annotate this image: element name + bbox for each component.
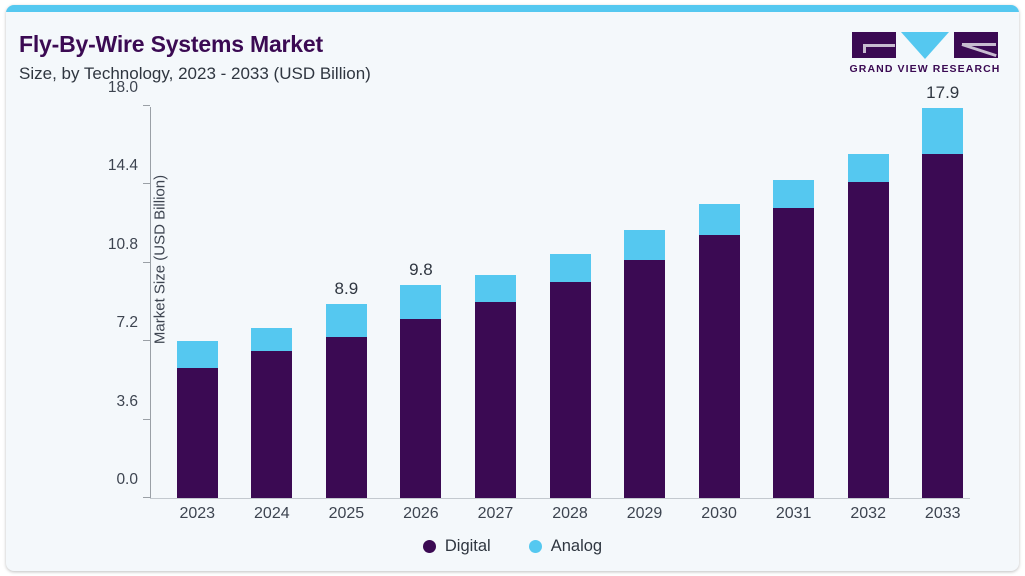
- y-axis-tick-label: 0.0: [116, 471, 138, 488]
- y-axis-tick-label: 14.4: [107, 157, 138, 175]
- bar-segment-analog[interactable]: [474, 274, 516, 302]
- bar-group[interactable]: [698, 204, 740, 498]
- bar-segment-analog[interactable]: [176, 341, 218, 369]
- logo-mark: [849, 29, 1001, 61]
- x-axis-line: [150, 498, 970, 499]
- bar-segment-analog[interactable]: [922, 108, 964, 154]
- y-axis-tick: [143, 497, 150, 498]
- bar-value-label: 17.9: [926, 83, 960, 103]
- bar-segment-digital[interactable]: [624, 259, 666, 498]
- logo-letter-v-icon: [901, 32, 949, 59]
- x-axis-tick-label: 2030: [701, 505, 737, 522]
- y-axis-title: Market Size (USD Billion): [151, 174, 169, 345]
- x-axis-tick-label: 2025: [328, 505, 365, 522]
- bar-group[interactable]: [847, 153, 889, 498]
- grand-view-research-logo: GRAND VIEW RESEARCH: [849, 29, 1001, 81]
- y-axis-tick: [143, 261, 150, 263]
- y-axis-tick: [143, 340, 150, 342]
- bar-value-label: 9.8: [409, 259, 433, 279]
- bar-segment-analog[interactable]: [549, 254, 591, 283]
- y-axis-tick-label: 18.0: [107, 79, 138, 96]
- y-axis-tick-label: 10.8: [107, 235, 138, 253]
- legend-item-digital[interactable]: Digital: [422, 537, 491, 556]
- bar-segment-analog[interactable]: [325, 304, 367, 337]
- bar-group[interactable]: [549, 254, 591, 498]
- top-accent-bar: [6, 5, 1019, 12]
- bar-segment-digital[interactable]: [773, 208, 815, 498]
- bar-segment-digital[interactable]: [176, 368, 218, 498]
- legend-label: Digital: [444, 537, 491, 555]
- bar-group[interactable]: 8.9: [325, 279, 367, 498]
- bar-group[interactable]: 17.9: [922, 83, 964, 498]
- bar-group[interactable]: [474, 274, 516, 498]
- x-axis-tick-label: 2029: [626, 505, 663, 522]
- y-axis-tick: [143, 105, 150, 106]
- x-axis-tick-label: 2026: [403, 505, 439, 522]
- chart-subtitle: Size, by Technology, 2023 - 2033 (USD Bi…: [19, 64, 371, 83]
- chart-header: Fly-By-Wire Systems Market Size, by Tech…: [6, 12, 1019, 92]
- x-axis-tick-label: 2024: [254, 505, 290, 522]
- x-axis-tick-label: 2033: [924, 505, 961, 522]
- bar-segment-digital[interactable]: [698, 234, 740, 498]
- bar-segment-digital[interactable]: [251, 351, 293, 498]
- x-axis-tick-label: 2027: [477, 505, 514, 522]
- logo-wordmark: GRAND VIEW RESEARCH: [849, 63, 1001, 75]
- y-axis-tick: [143, 418, 150, 420]
- x-axis-tick-label: 2023: [179, 505, 216, 522]
- bar-segment-digital[interactable]: [474, 302, 516, 498]
- bar-segment-analog[interactable]: [773, 180, 815, 209]
- logo-letter-g-icon: [852, 32, 896, 58]
- bar-value-label: 8.9: [334, 279, 359, 299]
- chart-card: Fly-By-Wire Systems Market Size, by Tech…: [6, 5, 1019, 571]
- chart-legend: Digital Analog: [6, 537, 1019, 556]
- x-axis-tick-label: 2031: [775, 505, 812, 522]
- bar-segment-digital[interactable]: [549, 282, 591, 498]
- y-axis-line: [150, 107, 151, 499]
- x-axis-tick-label: 2028: [552, 505, 588, 522]
- bar-segment-analog[interactable]: [847, 153, 889, 183]
- logo-letter-r-icon: [954, 32, 998, 58]
- plot-area: Market Size (USD Billion) 0.0 3.6 7.2 10.8 1…: [108, 79, 970, 522]
- legend-item-analog[interactable]: Analog: [528, 537, 603, 556]
- bar-group[interactable]: 9.8: [400, 260, 442, 498]
- legend-swatch-icon: [528, 540, 542, 553]
- bar-segment-analog[interactable]: [400, 284, 442, 320]
- y-axis-tick-label: 3.6: [116, 392, 138, 410]
- chart-title: Fly-By-Wire Systems Market: [19, 31, 323, 57]
- bar-segment-analog[interactable]: [698, 204, 740, 235]
- legend-swatch-icon: [422, 540, 436, 553]
- x-axis-tick-label: 2032: [850, 505, 886, 522]
- legend-label: Analog: [550, 537, 603, 555]
- bar-segment-digital[interactable]: [922, 153, 964, 498]
- bar-segment-digital[interactable]: [325, 336, 367, 498]
- y-axis-tick-label: 7.2: [116, 314, 138, 332]
- bar-group[interactable]: [624, 230, 666, 498]
- bar-group[interactable]: [251, 328, 293, 498]
- y-axis-tick: [143, 183, 150, 185]
- bar-segment-digital[interactable]: [400, 319, 442, 498]
- bar-segment-analog[interactable]: [251, 328, 293, 351]
- bar-segment-analog[interactable]: [624, 230, 666, 260]
- bar-group[interactable]: [773, 180, 815, 498]
- bar-segment-digital[interactable]: [847, 182, 889, 498]
- bar-group[interactable]: [176, 341, 218, 498]
